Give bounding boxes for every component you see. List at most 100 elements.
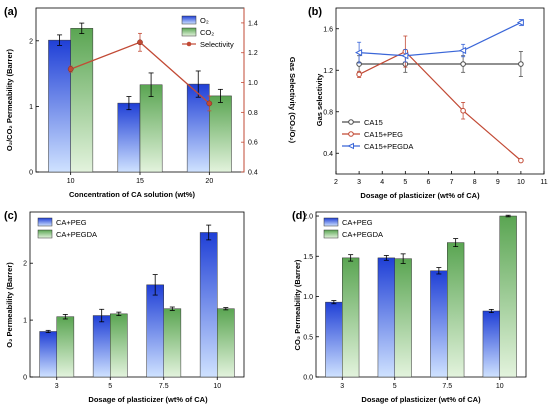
legend-label-ca15-peg: CA15+PEG [364, 130, 403, 139]
panel-a-y2tick-label: 0.6 [248, 140, 258, 147]
panel-a-y2tick-label: 1.0 [248, 80, 258, 87]
panel-a-bar [117, 102, 141, 173]
panel-a-ytick-label: 0 [29, 170, 33, 177]
legend-swatch-d-peg [323, 217, 339, 227]
panel-c-legend: CA+PEG CA+PEGDA [37, 217, 97, 239]
panel-d-bar [325, 301, 343, 378]
panel-d-ytick-label: 2.0 [303, 214, 313, 221]
panel-c-xtick-label: 7.5 [159, 383, 169, 390]
legend-label-co2: CO₂ [200, 28, 214, 37]
panel-c-bar [110, 313, 128, 378]
legend-label-ca15-pegda: CA15+PEGDA [364, 142, 413, 151]
panel-d-bar [342, 257, 360, 378]
panel-b-point [401, 52, 409, 60]
panel-d-ylabel: CO₂ Permeability (Barrer) [293, 259, 302, 350]
panel-a-xtick-label: 15 [136, 178, 144, 185]
panel-c-label: (c) [4, 210, 18, 222]
panel-b-point [356, 71, 362, 78]
panel-d-label: (d) [292, 210, 306, 222]
panel-b-point [518, 157, 524, 164]
panel-b-xtick-label: 8 [473, 179, 477, 186]
panel-c-bar [163, 308, 182, 378]
panel-a-xlabel: Concentration of CA solution (wt%) [69, 190, 195, 199]
legend-label-c-peg: CA+PEG [56, 218, 87, 227]
panel-d-xtick-label: 5 [393, 383, 397, 390]
panel-d-xtick-label: 10 [496, 383, 504, 390]
panel-b-series-line [359, 21, 522, 57]
panel-b-point [460, 61, 466, 67]
legend-marker-ca15 [348, 119, 354, 125]
panel-b-xtick-label: 10 [517, 179, 525, 186]
panel-a-bar [209, 95, 232, 173]
panel-b-xtick-label: 11 [540, 179, 547, 186]
panel-b-point [459, 46, 467, 55]
panel-a-label: (a) [4, 6, 18, 18]
panel-b-ytick-label: 0.4 [323, 151, 333, 158]
panel-b-xtick-label: 2 [334, 179, 338, 186]
panel-b-plot-frame [335, 7, 545, 175]
panel-b-point [460, 107, 466, 114]
panel-d-ytick-label: 0.0 [303, 375, 313, 382]
panel-b-point [516, 18, 524, 27]
panel-b-xtick-label: 4 [380, 179, 384, 186]
panel-b-xtick-label: 5 [403, 179, 407, 186]
panel-d-ytick-label: 1.0 [303, 294, 313, 301]
panel-d-ytick-label: 1.5 [303, 254, 313, 261]
panel-b-ytick-label: 0.8 [323, 109, 333, 116]
legend-marker-ca15-pegda [347, 142, 354, 150]
panel-a-y2tick-label: 0.8 [248, 110, 258, 117]
panel-b-xtick-label: 9 [496, 179, 500, 186]
panel-b-ylabel: Gas selectivity [315, 73, 324, 126]
panel-a-y2label: Gas Selectivity (CO₂/O₂) [288, 57, 297, 144]
panel-a-ytick-label: 1 [29, 104, 33, 111]
panel-a-xtick-label: 20 [205, 178, 213, 185]
panel-c-bar [56, 316, 75, 378]
legend-swatch-c-pegda [37, 229, 53, 239]
panel-b-xtick-label: 3 [357, 179, 361, 186]
panel-a-bar [70, 28, 94, 173]
panel-b-xtick-label: 7 [450, 179, 454, 186]
panel-d-bar [377, 257, 396, 378]
legend-marker-selectivity [186, 41, 192, 47]
panel-d-xlabel: Dosage of plasticizer (wt% of CA) [361, 395, 481, 404]
legend-marker-ca15-peg [348, 131, 354, 137]
panel-d-legend: CA+PEG CA+PEGDA [323, 217, 383, 239]
legend-swatch-d-pegda [323, 229, 339, 239]
panel-b-xtick-label: 6 [426, 179, 430, 186]
panel-b-label: (b) [308, 6, 322, 18]
legend-swatch-c-peg [37, 217, 53, 227]
panel-c-bar [199, 232, 218, 378]
panel-c-xtick-label: 3 [55, 383, 59, 390]
panel-c-bar [217, 308, 235, 378]
panel-c-ytick-label: 2 [23, 261, 27, 268]
panel-d-bar [482, 310, 501, 378]
panel-a-legend: O₂ CO₂ Selectivity [181, 15, 234, 49]
panel-c-ylabel: O₂ Permeability (Barrer) [5, 262, 14, 348]
legend-label-selectivity: Selectivity [200, 40, 234, 49]
panel-b-legend: CA15 CA15+PEG CA15+PEGDA [342, 118, 413, 151]
panel-d-xtick-label: 3 [340, 383, 344, 390]
panel-d-bar [430, 270, 448, 378]
panel-a-bar [48, 39, 71, 173]
legend-label-c-pegda: CA+PEGDA [56, 230, 97, 239]
panel-a-selectivity-point [137, 39, 143, 46]
panel-c-bar [39, 331, 58, 378]
legend-label-d-pegda: CA+PEGDA [342, 230, 383, 239]
panel-d-bar [447, 242, 465, 378]
panel-a-ytick-label: 2 [29, 38, 33, 45]
panel-d-plot-frame [315, 211, 527, 378]
panel-b-point [518, 61, 524, 67]
panel-d-ytick-label: 0.5 [303, 334, 313, 341]
panel-c-xlabel: Dosage of plasticizer (wt% of CA) [88, 395, 208, 404]
panel-d-bar [499, 215, 517, 378]
panel-c-bar [146, 284, 165, 378]
panel-a-ylabel: O₂/CO₂ Permeability (Barrer) [5, 48, 14, 151]
legend-label-o2: O₂ [200, 16, 209, 25]
legend-swatch-co2 [181, 27, 197, 37]
panel-b-series-line [358, 50, 522, 161]
panel-a-y2tick-label: 1.4 [248, 20, 258, 27]
panel-d-xtick-label: 7.5 [442, 383, 452, 390]
panel-b-ytick-label: 1.2 [323, 68, 333, 75]
panel-c-ytick-label: 1 [23, 318, 27, 325]
